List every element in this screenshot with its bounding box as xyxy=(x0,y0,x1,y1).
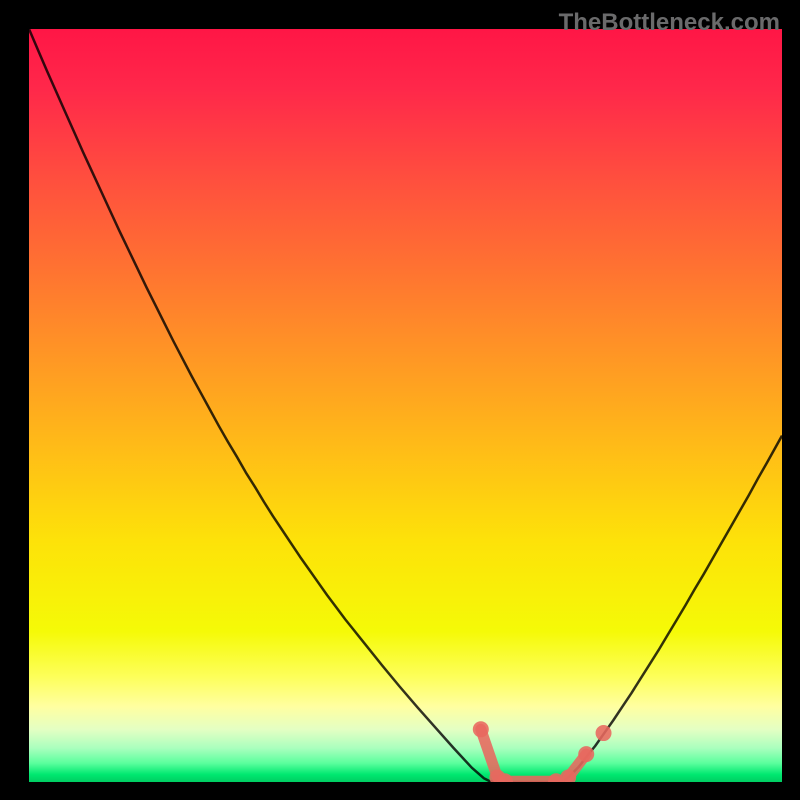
watermark-text: TheBottleneck.com xyxy=(559,9,780,37)
plot-background xyxy=(29,29,782,782)
lowpoint-dot xyxy=(596,725,612,741)
bottleneck-chart-svg xyxy=(29,29,782,782)
chart-container: TheBottleneck.com xyxy=(0,0,800,800)
